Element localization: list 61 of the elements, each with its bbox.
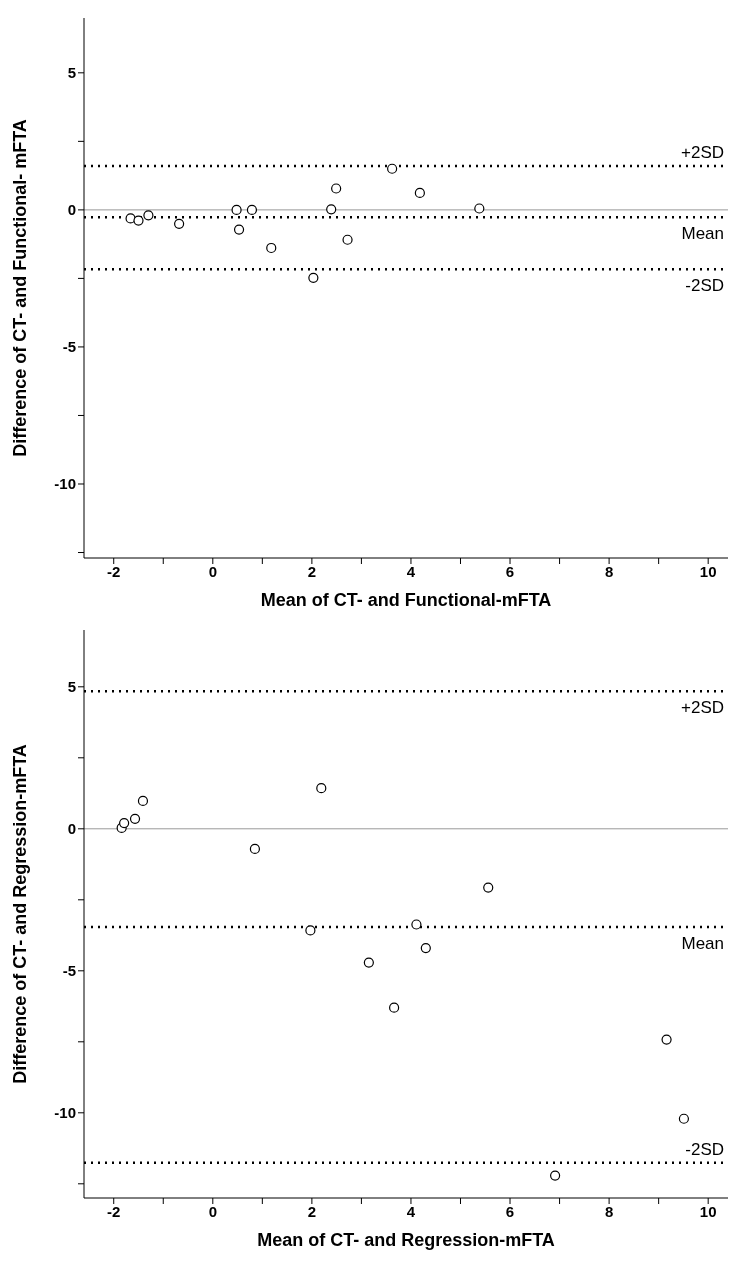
ref-line-label: +2SD xyxy=(681,143,724,163)
point xyxy=(363,957,374,968)
point xyxy=(137,795,149,807)
x-tick-label: 2 xyxy=(307,1202,317,1220)
x-tick-label: 8 xyxy=(604,562,614,580)
x-tick-label: 10 xyxy=(699,1202,717,1220)
point xyxy=(129,813,141,824)
point xyxy=(249,843,261,855)
x-tick-label: 2 xyxy=(307,562,317,580)
y-axis-title: Difference of CT- and Regression-mFTA xyxy=(10,744,31,1084)
y-tick-label: -10 xyxy=(54,475,76,493)
point xyxy=(483,882,494,893)
y-axis-title: Difference of CT- and Functional- mFTA xyxy=(10,119,31,457)
ref-line-label: Mean xyxy=(681,224,724,244)
point xyxy=(305,925,316,936)
y-tick-label: -5 xyxy=(62,962,76,980)
point xyxy=(661,1034,672,1045)
x-tick-label: 4 xyxy=(406,1202,416,1220)
ref-line-label: -2SD xyxy=(685,1139,724,1159)
y-tick-label: 0 xyxy=(67,201,76,219)
point xyxy=(474,203,485,214)
point xyxy=(411,919,422,930)
point xyxy=(143,210,154,221)
x-tick-label: 0 xyxy=(208,562,217,580)
ref-line-label: -2SD xyxy=(685,276,724,296)
point xyxy=(174,218,185,229)
point xyxy=(316,783,327,794)
point xyxy=(414,187,425,198)
point xyxy=(246,204,258,215)
x-axis-title: Mean of CT- and Regression-mFTA xyxy=(257,1230,555,1250)
y-tick-label: 5 xyxy=(67,64,76,82)
point xyxy=(231,204,242,215)
point xyxy=(133,215,144,226)
x-tick-label: -2 xyxy=(107,1202,121,1220)
x-tick-label: 4 xyxy=(406,562,416,580)
point xyxy=(119,818,130,829)
ref-line-label: Mean xyxy=(681,934,724,954)
x-tick-label: 0 xyxy=(208,1202,217,1220)
point xyxy=(550,1170,561,1181)
point xyxy=(331,183,342,194)
y-tick-label: 5 xyxy=(67,678,76,696)
point xyxy=(389,1002,400,1013)
y-tick-label: 0 xyxy=(67,820,76,838)
x-tick-label: 6 xyxy=(505,562,515,580)
point xyxy=(125,213,136,224)
point xyxy=(326,204,337,215)
ref-line-label: +2SD xyxy=(681,698,724,718)
x-tick-label: -2 xyxy=(107,562,121,580)
point xyxy=(678,1113,690,1124)
x-tick-label: 10 xyxy=(699,562,717,580)
x-axis-title: Mean of CT- and Functional-mFTA xyxy=(260,590,552,610)
point xyxy=(233,224,245,235)
x-tick-label: 8 xyxy=(604,1202,614,1220)
point xyxy=(308,272,319,283)
point xyxy=(420,942,431,954)
x-tick-label: 6 xyxy=(505,1202,515,1220)
point xyxy=(266,242,277,254)
point xyxy=(342,234,353,245)
y-tick-label: -10 xyxy=(54,1104,76,1122)
point xyxy=(387,163,398,174)
y-tick-label: -5 xyxy=(62,338,76,356)
